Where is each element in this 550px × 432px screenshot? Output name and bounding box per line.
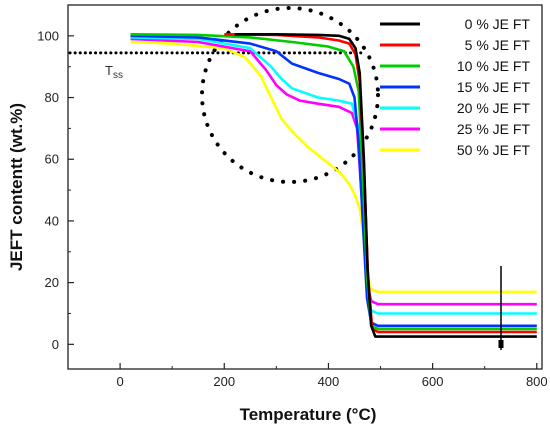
legend: 0 % JE FT 5 % JE FT 10 % JE FT 15 % JE FT 20…: [380, 16, 530, 158]
y-tick-label: 60: [45, 152, 59, 167]
series-line-0-je-ft: [234, 33, 537, 338]
y-tick-label: 80: [45, 90, 59, 105]
y-tick-label: 20: [45, 275, 59, 290]
y-tick-label: 100: [37, 28, 59, 43]
series-line-25-je-ft: [130, 37, 537, 306]
legend-label: 20 % JE FT: [457, 100, 531, 116]
series-line-10-je-ft: [130, 33, 537, 331]
axis-group: 0 200 400 600 800 0 20 40 60 80 100: [37, 28, 547, 389]
plot-frame: [67, 4, 543, 370]
y-axis-title: JEFT contentt (wt.%): [7, 103, 26, 271]
x-tick-label: 800: [526, 374, 548, 389]
legend-label: 0 % JE FT: [465, 16, 531, 32]
x-tick-label: 400: [318, 374, 340, 389]
legend-label: 15 % JE FT: [457, 79, 531, 95]
x-tick-label: 0: [116, 374, 123, 389]
series-line-15-je-ft: [130, 34, 537, 328]
tss-label: Tss: [105, 63, 123, 81]
legend-label: 50 % JE FT: [457, 142, 531, 158]
x-tick-label: 600: [422, 374, 444, 389]
highlight-circle: [200, 6, 380, 184]
vertical-marker-box: [498, 340, 504, 348]
legend-label: 25 % JE FT: [457, 121, 531, 137]
x-axis-title: Temperature (°C): [240, 405, 377, 424]
y-tick-label: 0: [52, 337, 59, 352]
x-tick-label: 200: [213, 374, 235, 389]
series-group: [130, 33, 537, 338]
y-tick-label: 40: [45, 213, 59, 228]
legend-label: 10 % JE FT: [457, 58, 531, 74]
series-line-20-je-ft: [130, 36, 537, 315]
legend-label: 5 % JE FT: [465, 37, 531, 53]
